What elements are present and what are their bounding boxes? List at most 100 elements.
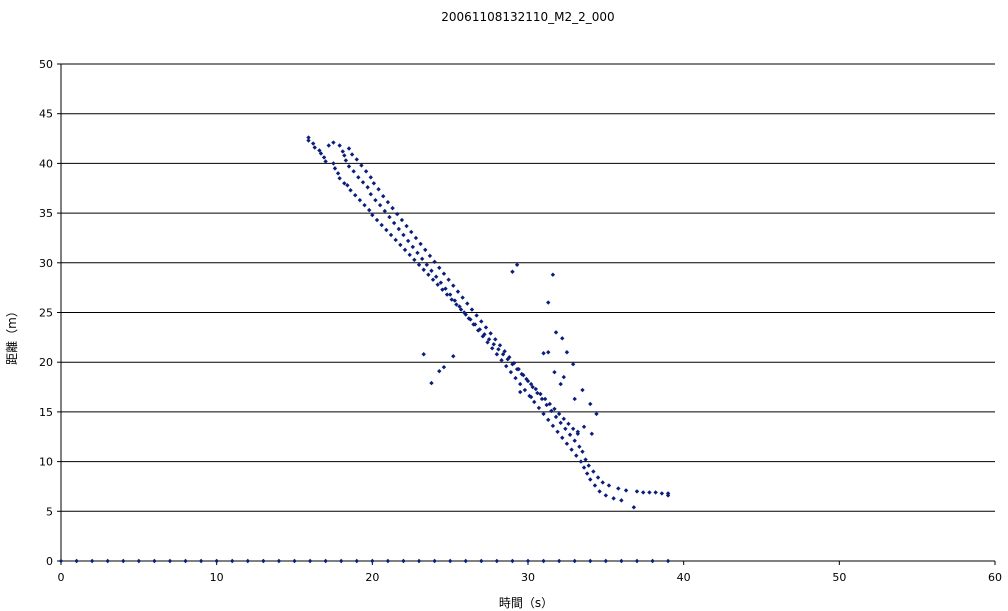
axes (57, 63, 996, 565)
data-point (600, 480, 605, 485)
data-point (546, 350, 551, 355)
data-point (513, 375, 518, 381)
data-point (528, 394, 534, 400)
data-point (588, 477, 593, 482)
data-point (312, 145, 317, 150)
data-point (556, 411, 562, 417)
data-point (89, 558, 95, 564)
data-point (560, 336, 565, 341)
data-point (447, 292, 453, 297)
data-point (370, 212, 375, 218)
x-tick-label: 20 (365, 571, 379, 584)
data-point (410, 244, 416, 250)
data-point (539, 396, 545, 402)
data-point (594, 411, 599, 417)
data-point (292, 558, 297, 564)
y-tick-label: 40 (39, 157, 53, 170)
data-point (623, 488, 629, 493)
data-point (441, 271, 447, 276)
data-point (337, 176, 342, 181)
data-point (566, 421, 571, 427)
y-tick-label: 0 (46, 555, 53, 568)
y-tick-label: 15 (39, 406, 53, 419)
data-point (493, 337, 498, 342)
data-point (121, 558, 126, 564)
data-point (373, 197, 378, 203)
data-point (572, 438, 577, 443)
data-point (353, 193, 358, 198)
y-axis-title: 距離（m） (5, 305, 19, 365)
data-point (423, 247, 428, 253)
data-point (360, 180, 366, 185)
y-tick-label: 5 (46, 505, 53, 518)
data-point (541, 351, 546, 356)
data-point (437, 265, 442, 270)
data-point (342, 153, 347, 158)
data-point (443, 286, 448, 291)
data-point (532, 399, 537, 405)
data-point (572, 396, 577, 402)
data-point (552, 369, 557, 375)
data-point (261, 558, 266, 564)
data-point (477, 327, 482, 332)
data-point (368, 192, 373, 197)
data-point (365, 185, 370, 190)
data-point (58, 558, 64, 564)
data-point (472, 322, 478, 327)
data-point (409, 229, 414, 235)
x-tick-label: 30 (521, 571, 535, 584)
data-point (351, 169, 356, 174)
data-point (401, 232, 406, 238)
data-point (331, 161, 336, 166)
data-point (427, 253, 433, 259)
data-point (441, 364, 447, 370)
data-point (348, 188, 353, 193)
data-point (331, 140, 336, 145)
data-point (574, 453, 579, 458)
data-point (522, 387, 528, 393)
data-point (581, 424, 587, 430)
data-point (430, 277, 436, 282)
data-point (359, 163, 364, 168)
data-point (611, 496, 616, 501)
data-point (306, 135, 311, 140)
data-point (183, 558, 188, 564)
data-point (388, 232, 394, 238)
data-point (536, 405, 542, 411)
data-point (525, 378, 531, 384)
data-point (432, 259, 437, 265)
data-point (421, 352, 426, 357)
data-point (496, 347, 501, 352)
data-point (550, 423, 556, 429)
data-point (332, 166, 338, 171)
data-point (323, 558, 328, 564)
data-point (429, 268, 434, 273)
data-point (547, 401, 552, 407)
y-tick-label: 45 (39, 108, 53, 121)
data-point (468, 317, 473, 322)
data-point (500, 352, 506, 357)
data-point (525, 558, 531, 564)
data-point (546, 300, 551, 305)
data-point (570, 361, 576, 367)
data-points (58, 135, 671, 564)
data-point (390, 205, 395, 211)
data-point (405, 238, 411, 244)
data-point (483, 325, 489, 330)
data-point (474, 313, 479, 318)
data-point (337, 143, 342, 148)
data-point (465, 301, 470, 306)
data-point (556, 558, 562, 564)
data-point (402, 247, 408, 253)
data-point (339, 558, 344, 564)
x-tick-label: 60 (988, 571, 1002, 584)
data-point (136, 558, 142, 564)
data-point (491, 342, 496, 347)
data-point (404, 223, 409, 229)
data-point (567, 432, 573, 437)
data-point (511, 360, 517, 366)
data-point (362, 202, 367, 208)
data-point (310, 141, 316, 146)
data-point (413, 235, 419, 241)
data-point (421, 267, 426, 272)
